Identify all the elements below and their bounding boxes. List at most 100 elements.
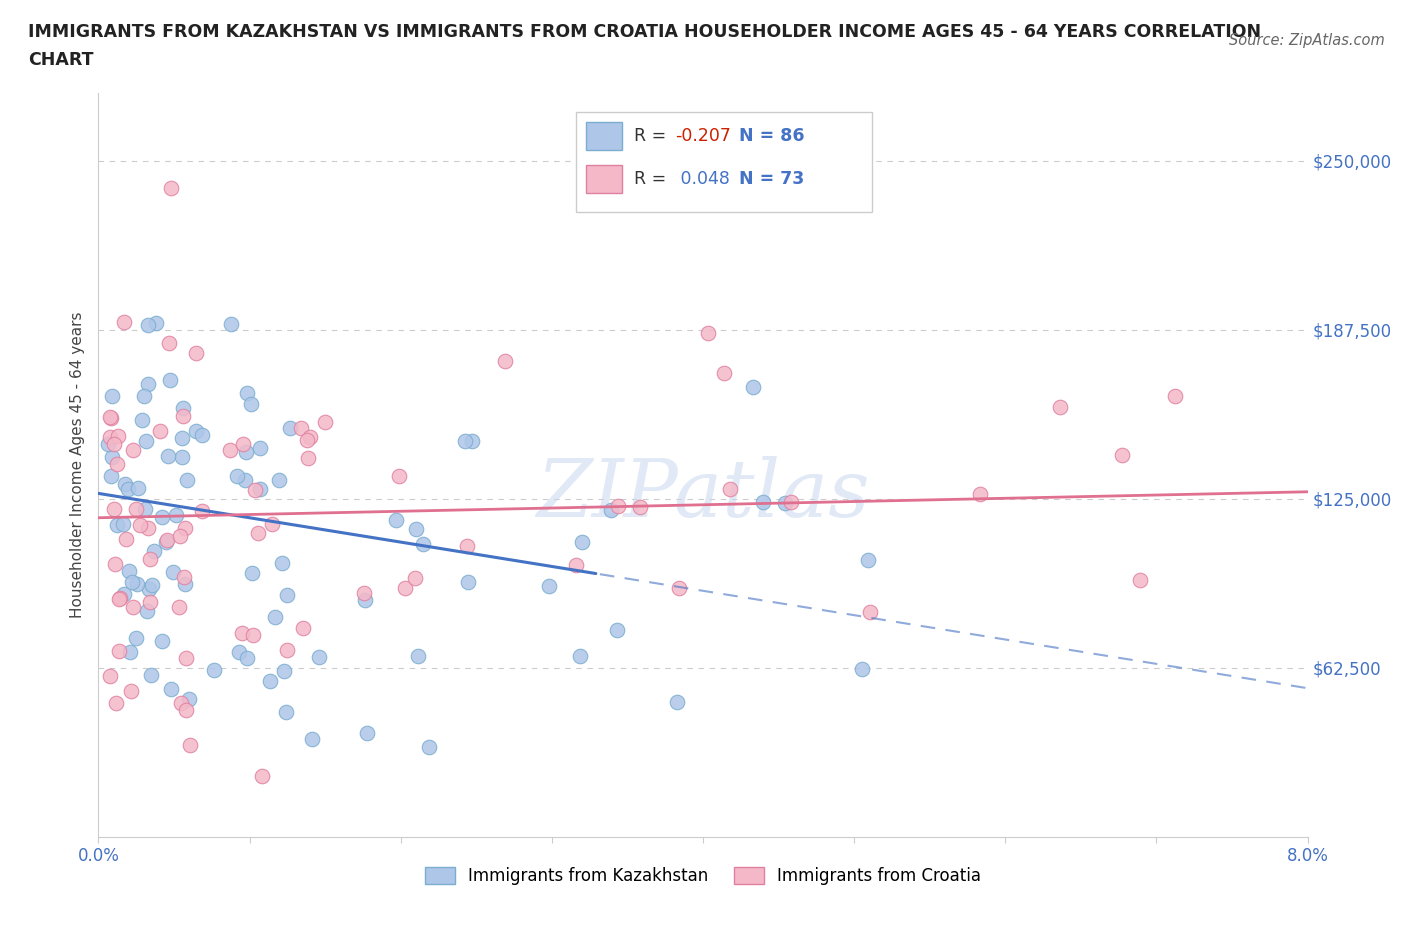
Point: [155, 534, 177, 549]
Point: [108, 591, 131, 606]
Point: [308, 649, 330, 664]
Point: [249, 440, 271, 455]
Point: [98, 669, 121, 684]
Point: [713, 365, 735, 380]
Point: [779, 495, 801, 510]
Bar: [586, 122, 621, 151]
Point: [607, 498, 630, 513]
Point: [356, 725, 378, 740]
Point: [139, 668, 162, 683]
Point: [668, 581, 690, 596]
Point: [696, 326, 718, 340]
Point: [131, 413, 153, 428]
Point: [628, 499, 651, 514]
Point: [228, 644, 250, 659]
Point: [172, 401, 194, 416]
Point: [565, 557, 588, 572]
Point: [301, 732, 323, 747]
Point: [142, 544, 165, 559]
Point: [538, 578, 561, 593]
Point: [720, 481, 742, 496]
Point: [276, 588, 298, 603]
Point: [139, 595, 162, 610]
Point: [408, 648, 430, 663]
Point: [179, 737, 201, 752]
Point: [278, 420, 301, 435]
Point: [353, 592, 375, 607]
Point: [245, 483, 267, 498]
Point: [170, 431, 193, 445]
Point: [456, 538, 478, 553]
Point: [121, 575, 143, 590]
Point: [122, 600, 145, 615]
Point: [138, 551, 160, 566]
Point: [172, 408, 194, 423]
Point: [1129, 572, 1152, 587]
Point: [132, 389, 155, 404]
Point: [135, 604, 157, 618]
Point: [235, 386, 257, 401]
Point: [752, 495, 775, 510]
Point: [385, 512, 408, 527]
Point: [136, 377, 159, 392]
Point: [114, 477, 136, 492]
Point: [233, 472, 256, 487]
Point: [190, 428, 212, 443]
Point: [127, 480, 149, 495]
Point: [162, 565, 184, 579]
Point: [418, 740, 440, 755]
Point: [297, 432, 319, 447]
Point: [202, 662, 225, 677]
Point: [249, 481, 271, 496]
Point: [112, 587, 135, 602]
Point: [118, 564, 141, 578]
Point: [111, 516, 134, 531]
Point: [135, 433, 157, 448]
Point: [148, 423, 170, 438]
Point: [170, 696, 193, 711]
Point: [299, 430, 322, 445]
Bar: [586, 166, 621, 193]
Point: [118, 645, 141, 660]
Text: ZIPatlas: ZIPatlas: [536, 456, 870, 534]
Point: [98, 429, 121, 444]
Point: [150, 510, 173, 525]
Point: [97, 436, 120, 451]
Point: [290, 420, 312, 435]
Point: [242, 627, 264, 642]
Point: [165, 508, 187, 523]
Point: [571, 535, 593, 550]
Point: [267, 472, 290, 487]
Point: [856, 552, 879, 567]
Point: [167, 600, 190, 615]
Point: [173, 569, 195, 584]
Point: [297, 450, 319, 465]
Point: [169, 528, 191, 543]
Point: [108, 644, 131, 658]
Point: [314, 415, 336, 430]
Point: [236, 651, 259, 666]
Point: [859, 604, 882, 619]
Point: [138, 581, 160, 596]
Point: [174, 577, 197, 591]
Point: [136, 520, 159, 535]
Point: [239, 396, 262, 411]
Text: -0.207: -0.207: [675, 127, 731, 145]
Point: [115, 531, 138, 546]
Point: [104, 556, 127, 571]
Point: [128, 518, 150, 533]
Point: [173, 521, 195, 536]
Point: [186, 424, 208, 439]
Point: [388, 469, 411, 484]
Point: [273, 664, 295, 679]
Point: [276, 643, 298, 658]
Text: Source: ZipAtlas.com: Source: ZipAtlas.com: [1229, 33, 1385, 47]
Point: [232, 437, 254, 452]
Point: [219, 316, 242, 331]
Point: [101, 389, 124, 404]
Point: [159, 682, 181, 697]
Point: [231, 626, 253, 641]
Point: [394, 580, 416, 595]
Point: [156, 532, 179, 547]
Point: [170, 449, 193, 464]
